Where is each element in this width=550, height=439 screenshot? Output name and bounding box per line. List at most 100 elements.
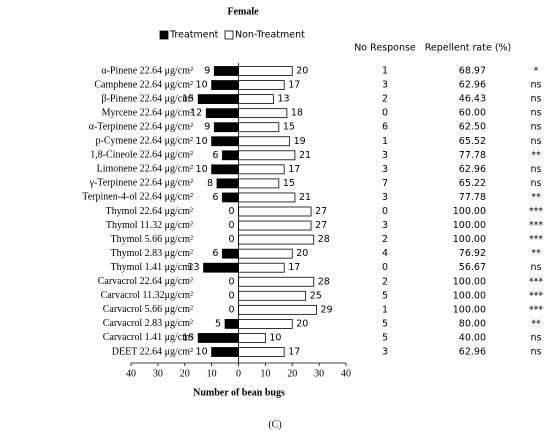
- value-label: 0: [228, 276, 234, 287]
- bar: [238, 122, 280, 133]
- bar: [238, 164, 285, 175]
- repellent-rate: 62.96: [459, 164, 486, 175]
- value-label: 20: [296, 248, 308, 259]
- repellent-rate: 62.50: [459, 122, 486, 133]
- category-label: γ-Terpinene 22.64 μg/cm²: [89, 178, 193, 189]
- no-response: 3: [382, 347, 388, 358]
- bar: [238, 333, 266, 343]
- bar: [238, 150, 296, 161]
- bar: [238, 66, 293, 76]
- repellent-rate: 100.00: [453, 304, 486, 315]
- no-response: 7: [382, 178, 388, 189]
- bar: [221, 150, 239, 161]
- significance: **: [531, 318, 541, 329]
- bar: [238, 234, 315, 245]
- legend-swatch: [224, 30, 234, 40]
- bar: [211, 164, 239, 175]
- no-response: 2: [382, 94, 388, 105]
- column-header: No Response: [354, 43, 416, 54]
- value-label: 10: [269, 332, 281, 343]
- repellent-rate: 80.00: [459, 318, 486, 329]
- category-label: Thymol 1.41 μg/cm²: [110, 262, 193, 273]
- repellent-rate: 40.00: [459, 332, 486, 343]
- value-label: 0: [228, 234, 234, 245]
- no-response: 5: [382, 332, 388, 343]
- x-tick-label: 0: [236, 368, 241, 379]
- value-label: 15: [283, 178, 295, 189]
- no-response: 0: [382, 262, 388, 273]
- legend-swatch: [159, 30, 169, 40]
- significance: ***: [529, 206, 544, 217]
- category-label: Myrcene 22.64 μg/cm²: [102, 107, 193, 118]
- no-response: 2: [382, 276, 388, 287]
- value-label: 6: [212, 192, 218, 203]
- bar: [238, 262, 285, 273]
- bar: [213, 66, 239, 76]
- bar: [211, 347, 239, 357]
- value-label: 28: [318, 234, 330, 245]
- significance: ns: [531, 262, 542, 273]
- no-response: 0: [382, 108, 388, 119]
- column-header: Repellent rate (%): [425, 43, 512, 54]
- value-label: 8: [207, 178, 213, 189]
- no-response: 4: [382, 248, 388, 259]
- bar: [238, 94, 274, 104]
- value-label: 17: [288, 80, 300, 91]
- repellent-rate: 65.52: [459, 136, 486, 147]
- chart-title: Female: [227, 6, 259, 17]
- no-response: 2: [382, 234, 388, 245]
- significance: ns: [531, 94, 542, 105]
- value-label: 27: [315, 206, 327, 217]
- repellent-rate: 100.00: [453, 276, 486, 287]
- value-label: 17: [288, 164, 300, 175]
- no-response: 3: [382, 80, 388, 91]
- significance: ***: [529, 220, 544, 231]
- no-response: 3: [382, 164, 388, 175]
- x-tick-label: 10: [260, 368, 270, 379]
- category-label: α-Pinene 22.64 μg/cm²: [101, 65, 193, 76]
- value-label: 13: [277, 94, 289, 105]
- value-label: 19: [294, 136, 306, 147]
- repellent-rate: 56.67: [459, 262, 486, 273]
- repellent-rate: 100.00: [453, 220, 486, 231]
- value-label: 9: [204, 66, 210, 77]
- value-label: 29: [320, 304, 332, 315]
- repellent-rate: 68.97: [459, 66, 486, 77]
- value-label: 6: [212, 150, 218, 161]
- bar: [203, 262, 239, 273]
- repellent-rate: 76.92: [459, 248, 486, 259]
- value-label: 18: [291, 108, 303, 119]
- x-axis-label: Number of bean bugs: [193, 387, 285, 398]
- category-label: Carvacrol 2.83 μg/cm²: [103, 318, 193, 329]
- no-response: 1: [382, 136, 388, 147]
- value-label: 15: [182, 332, 194, 343]
- bar: [238, 80, 285, 90]
- category-label: Thymol 2.83 μg/cm²: [110, 248, 193, 259]
- bar: [238, 178, 280, 189]
- significance: ns: [531, 80, 542, 91]
- bar: [238, 290, 307, 301]
- bar: [238, 206, 312, 217]
- repellent-rate: 65.22: [459, 178, 486, 189]
- no-response: 1: [382, 66, 388, 77]
- x-tick-label: 10: [207, 368, 217, 379]
- repellent-rate: 100.00: [453, 290, 486, 301]
- bar: [211, 80, 239, 90]
- bar: [213, 122, 239, 133]
- significance: ns: [531, 108, 542, 119]
- category-label: β-Pinene 22.64 μg/cm²: [102, 93, 194, 104]
- value-label: 21: [299, 192, 311, 203]
- legend-label: Treatment: [169, 30, 219, 41]
- no-response: 6: [382, 122, 388, 133]
- legend-label: Non-Treatment: [235, 30, 305, 41]
- bar: [238, 318, 293, 329]
- value-label: 0: [228, 290, 234, 301]
- value-label: 28: [318, 276, 330, 287]
- bar: [238, 347, 285, 357]
- bar: [211, 136, 239, 147]
- value-label: 0: [228, 206, 234, 217]
- no-response: 1: [382, 304, 388, 315]
- category-label: Carvacrol 11.32μg/cm²: [101, 290, 193, 301]
- bar: [238, 192, 296, 203]
